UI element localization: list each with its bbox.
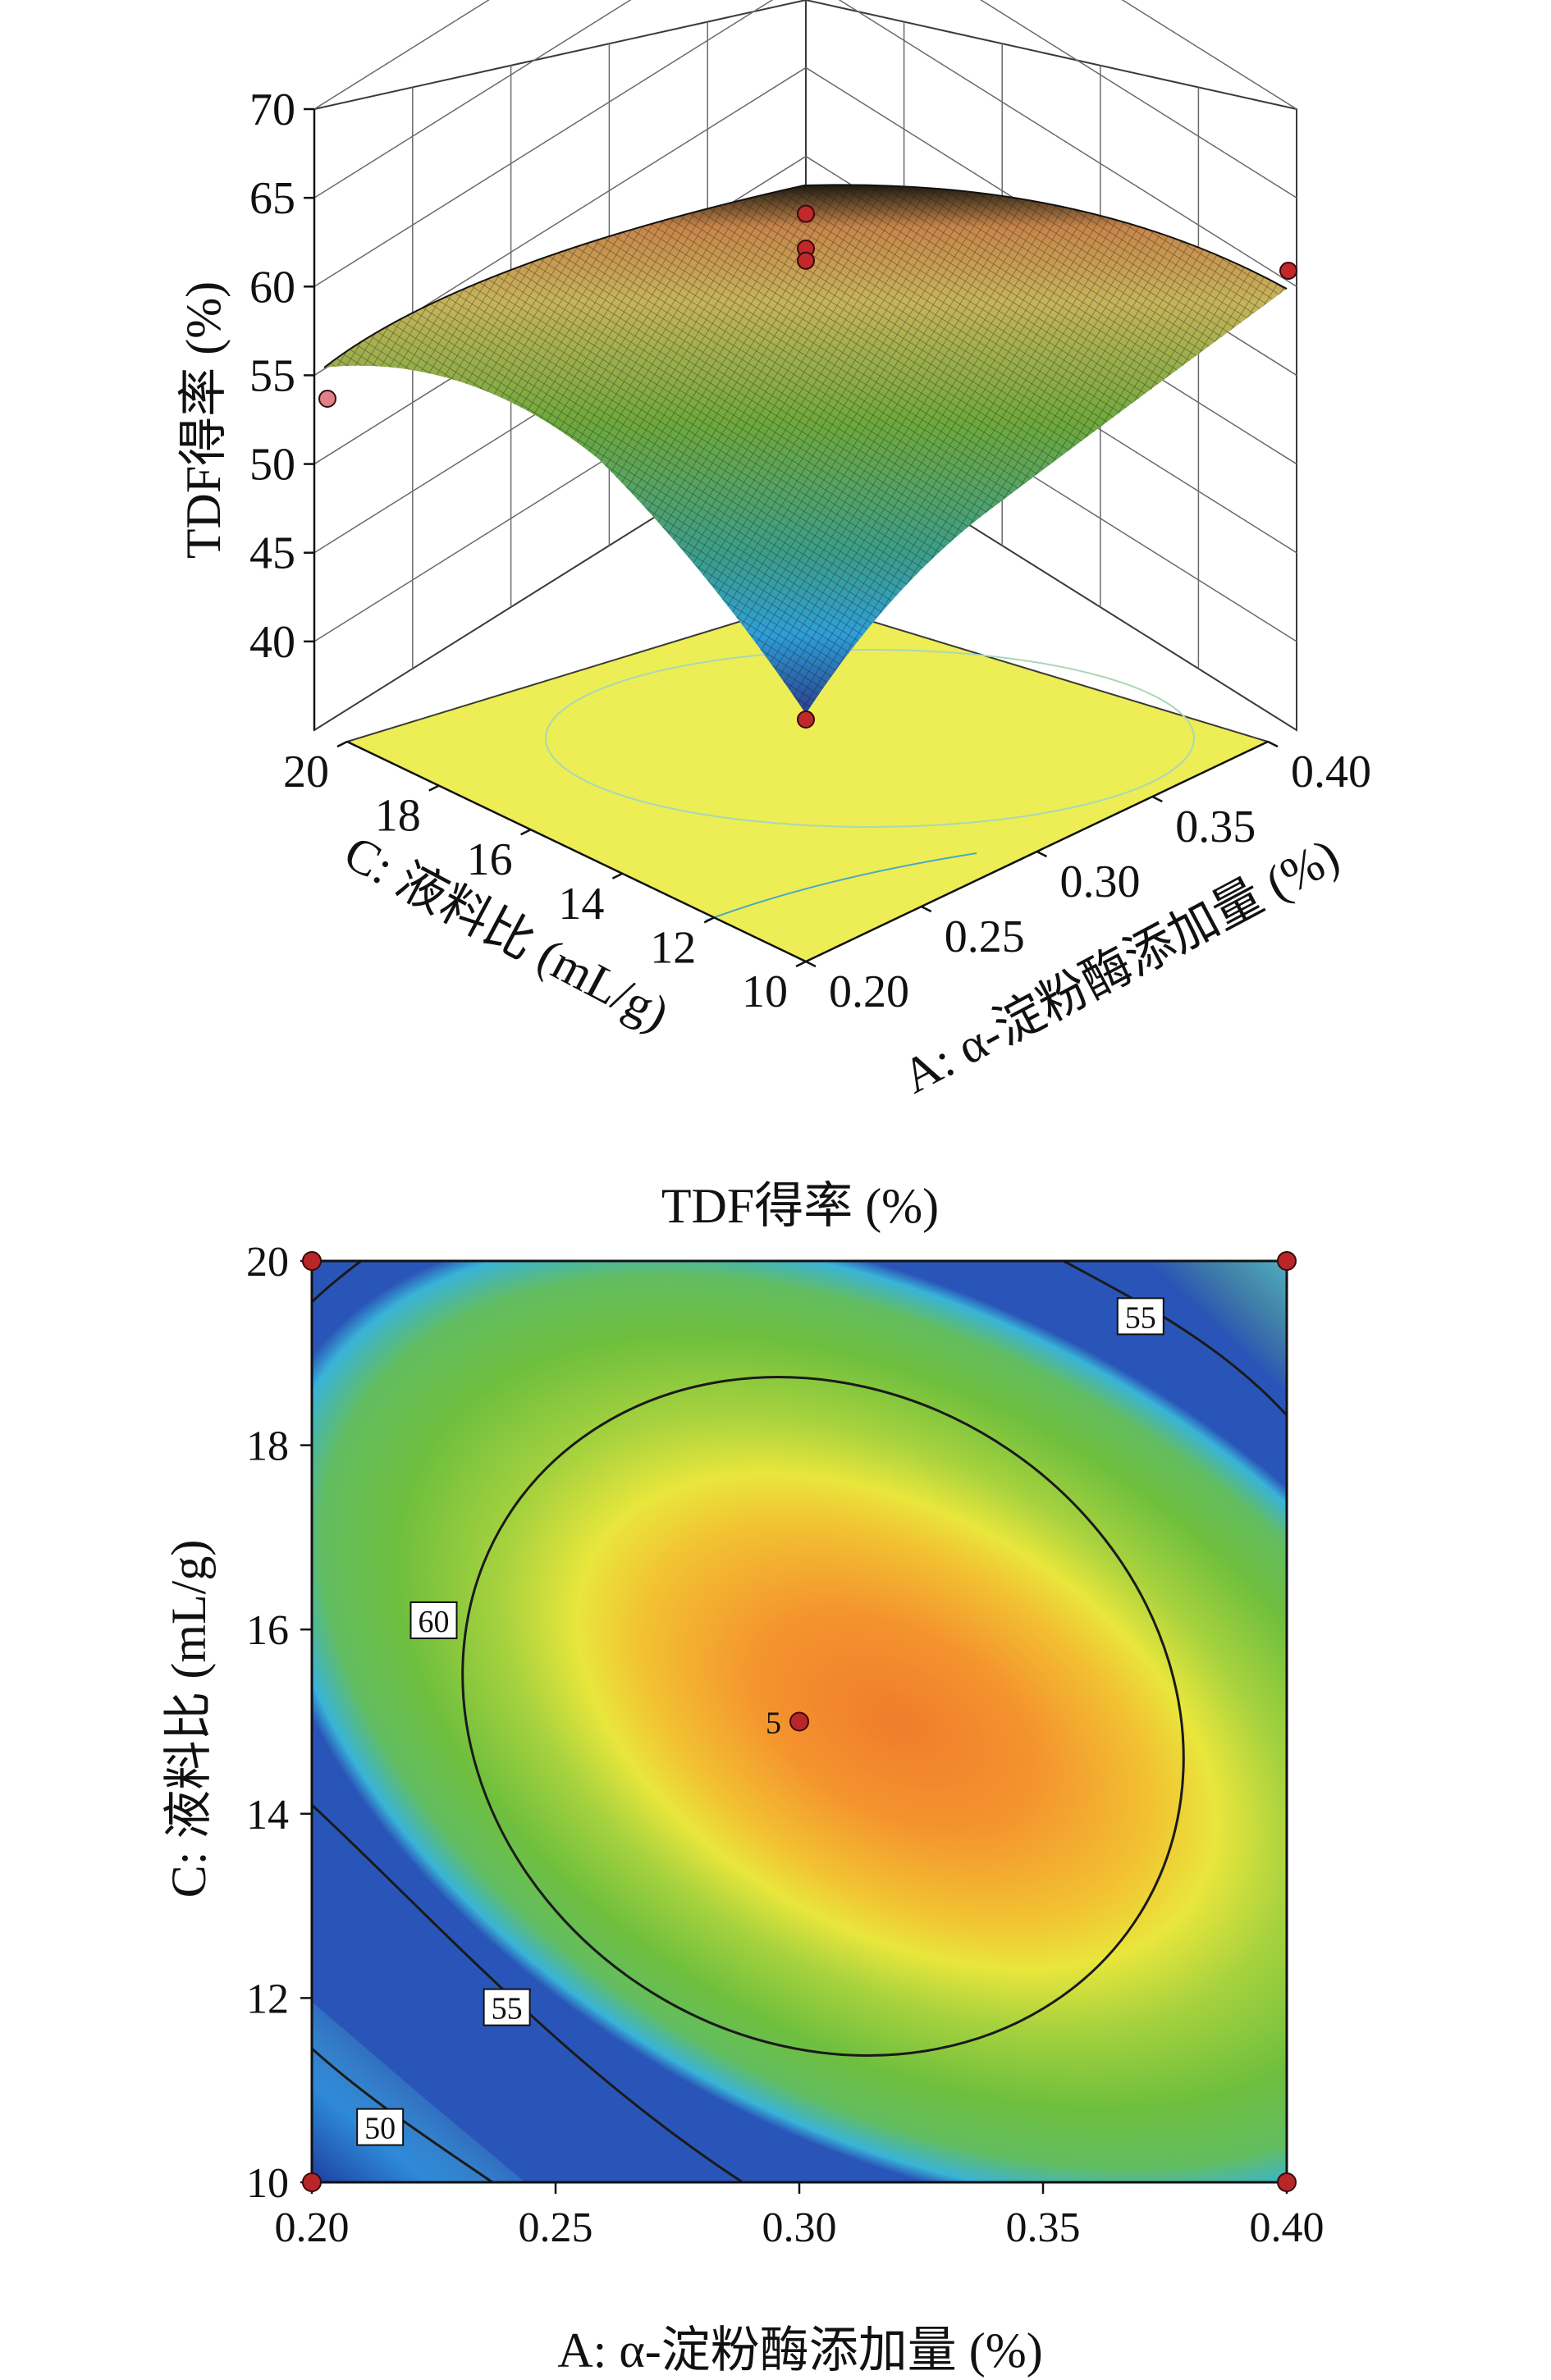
design-point	[1279, 262, 1297, 280]
wall-grid-line	[838, 0, 1297, 287]
design-point	[797, 251, 815, 270]
z-tick-label: 40	[249, 617, 295, 668]
c-tick-mark	[703, 916, 715, 924]
x-tick-label: 0.35	[1006, 2204, 1081, 2251]
y-tick-label: 12	[246, 1976, 289, 2022]
contour-line-60	[461, 1376, 1185, 2057]
contour-design-points: 5	[302, 1251, 1297, 2192]
svg-text:55: 55	[1125, 1300, 1156, 1335]
a-tick-mark	[1267, 740, 1279, 748]
design-point	[1277, 1251, 1297, 1271]
c-tick-label: 20	[283, 747, 329, 797]
contour-line-top-left	[312, 1261, 362, 1304]
c-tick-label: 12	[650, 922, 696, 973]
y-tick-label: 18	[246, 1423, 289, 1470]
x-tick-label: 0.30	[762, 2204, 837, 2251]
design-point	[1277, 2172, 1297, 2192]
y-tick-label: 10	[246, 2160, 289, 2207]
a-tick-label: 0.35	[1175, 802, 1256, 852]
surface-design-points	[318, 204, 1297, 729]
center-point-label: 5	[766, 1706, 781, 1741]
c-tick-mark	[428, 784, 440, 792]
design-point	[302, 1251, 322, 1271]
wall-grid-line	[313, 0, 490, 110]
contour-y-ticks: 10 12 14 16 18 20	[246, 1239, 312, 2207]
contour-heatmap	[312, 1261, 1287, 2182]
svg-text:50: 50	[364, 2112, 396, 2146]
wall-grid-line	[313, 0, 774, 287]
design-point	[302, 2172, 322, 2192]
a-tick-label: 0.30	[1060, 857, 1141, 907]
a-tick-mark	[1151, 795, 1163, 803]
wall-grid-line	[980, 0, 1297, 199]
response-surface	[323, 184, 1288, 714]
a-axis-ticks: 0.20 0.25 0.30 0.35 0.40	[805, 740, 1371, 1017]
floor-contour	[545, 649, 1195, 828]
c-tick-label: 10	[742, 966, 788, 1017]
a-tick-label: 0.40	[1291, 747, 1371, 797]
a-tick-mark	[921, 905, 932, 913]
a-tick-label: 0.20	[829, 966, 909, 1017]
x-tick-label: 0.20	[275, 2204, 350, 2251]
y-tick-label: 14	[246, 1792, 289, 1839]
z-tick-label: 45	[249, 528, 295, 579]
c-axis-ticks: 10 12 14 16 18 20	[283, 740, 807, 1017]
design-point	[797, 710, 815, 729]
svg-text:60: 60	[419, 1605, 450, 1639]
contour-label-50: 50	[356, 2108, 405, 2146]
z-axis-title: TDF得率 (%)	[176, 281, 231, 559]
a-tick-mark	[1036, 850, 1048, 858]
contour-x-ticks: 0.20 0.25 0.30 0.35 0.40	[275, 2182, 1325, 2251]
svg-text:55: 55	[492, 1992, 523, 2026]
x-tick-label: 0.25	[519, 2204, 593, 2251]
y-tick-label: 20	[246, 1239, 289, 1286]
c-tick-mark	[520, 829, 532, 836]
c-tick-label: 16	[467, 834, 513, 885]
a-tick-mark	[805, 960, 817, 968]
z-tick-label: 60	[249, 262, 295, 313]
contour-label-55: 55	[483, 1988, 531, 2026]
z-tick-label: 70	[249, 85, 295, 135]
contour-title: TDF得率 (%)	[661, 1179, 939, 1233]
x-tick-label: 0.40	[1250, 2204, 1325, 2251]
contour-label-60: 60	[409, 1601, 458, 1639]
design-point	[318, 390, 336, 408]
contour-label-55: 55	[1116, 1297, 1164, 1336]
floor-contour	[705, 852, 977, 921]
z-axis-ticks: 40 45 50 55 60 65 70	[249, 85, 314, 668]
z-tick-label: 55	[249, 350, 295, 401]
design-point	[789, 1711, 809, 1732]
c-tick-label: 14	[558, 879, 604, 930]
c-tick-label: 18	[375, 791, 421, 842]
surface-plot: 40 45 50 55 60 65 70 10 12 14 16 18 20 0.20 0.25 0.30…	[176, 0, 1371, 1103]
contour-x-axis-title: A: α-淀粉酶添加量 (%)	[557, 2323, 1042, 2378]
c-tick-mark	[795, 960, 807, 968]
y-tick-label: 16	[246, 1607, 289, 1654]
c-tick-mark	[336, 740, 348, 748]
design-point	[797, 204, 815, 223]
a-tick-label: 0.25	[945, 911, 1025, 962]
contour-y-axis-title: C: 液料比 (mL/g)	[162, 1540, 216, 1898]
z-tick-label: 65	[249, 173, 295, 224]
contour-labels: 55 60 55 50	[356, 1297, 1164, 2146]
c-tick-mark	[611, 872, 623, 879]
wall-grid-line	[1121, 0, 1297, 110]
wall-grid-line	[313, 0, 632, 199]
z-tick-label: 50	[249, 440, 295, 491]
contour-line-55-upper	[1063, 1261, 1287, 1417]
